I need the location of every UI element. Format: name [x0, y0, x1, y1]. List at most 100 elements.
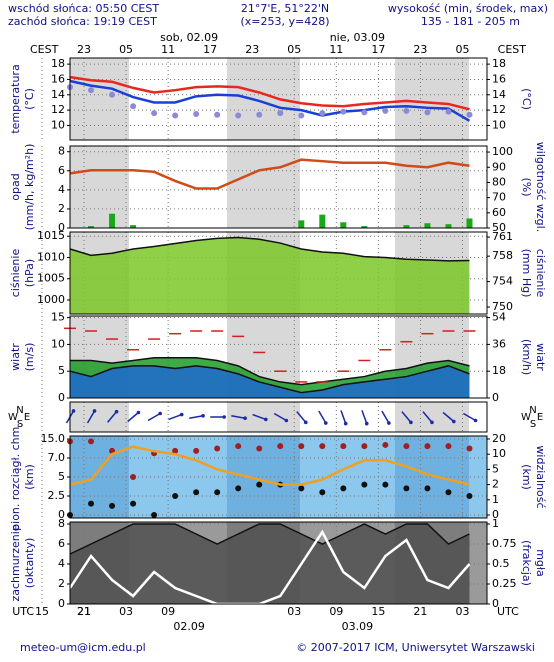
series-dot [235, 443, 242, 450]
y-tick-label: 2 [58, 202, 65, 215]
night-band [70, 402, 129, 432]
y2-tick-label: 750 [492, 300, 513, 313]
sunrise: wschód słońca: 05:50 CEST [8, 2, 159, 15]
axis-label: (m/s) [23, 343, 36, 372]
series-dot [193, 489, 200, 496]
panel-frame [69, 521, 488, 605]
y-tick-label: 16 [51, 72, 65, 85]
series-dot [445, 443, 452, 450]
series-dot [214, 111, 221, 118]
series-dot [319, 443, 326, 450]
series-dot [88, 87, 95, 94]
wind-arrow [401, 411, 412, 423]
night-band [70, 58, 129, 140]
series-dot [235, 112, 242, 119]
y2-tick-label: 36 [492, 337, 506, 350]
series-area [70, 365, 470, 398]
y-tick-label: 0 [58, 597, 65, 610]
series-bar [130, 225, 137, 228]
wind-arrow-head [343, 421, 348, 426]
series-dot [382, 107, 389, 114]
series-dot [403, 443, 410, 450]
wind-arrow-head [158, 411, 162, 416]
night-band [70, 436, 129, 518]
panel-frame [69, 435, 488, 519]
night-band [227, 58, 300, 140]
bottom-tick-label: 09 [161, 605, 175, 618]
sunset: zachód słońca: 19:19 CEST [8, 15, 157, 28]
wind-arrow [252, 413, 267, 421]
axis-label: zachmurzenie [9, 524, 22, 601]
y2-tick-label: 10 [492, 447, 506, 460]
series-line [69, 158, 470, 190]
y2-tick-label: 0 [492, 597, 499, 610]
series-dot [256, 481, 263, 488]
night-band [395, 146, 469, 228]
y2-tick-label: 100 [492, 145, 513, 158]
series-dot [319, 110, 326, 117]
axis-label-right: (%) [520, 177, 533, 196]
series-dot [424, 109, 431, 116]
wind-arrow-head [243, 416, 247, 421]
wind-arrow-head [71, 409, 76, 413]
series-dot [361, 481, 368, 488]
series-dot [193, 110, 200, 117]
zone-bottom-right: UTC [497, 605, 519, 618]
series-bar [445, 224, 452, 228]
panel [41, 57, 490, 141]
top-date: sob, 02.09 [160, 31, 218, 44]
top-tick-label: 23 [413, 43, 427, 56]
y-tick-label: 5 [58, 364, 65, 377]
y2-tick-label: 2 [492, 478, 499, 491]
y-tick-label: 4 [58, 183, 65, 196]
coords: 21°7'E, 51°22'N [241, 2, 329, 15]
panel [41, 315, 490, 399]
wind-arrow-head [452, 419, 456, 424]
zone-top-right: CEST [498, 43, 527, 56]
series-dot [130, 474, 137, 480]
wind-arrow-head [222, 415, 226, 419]
series-dot [235, 485, 242, 492]
series-dot [172, 493, 179, 499]
series-dot [445, 489, 452, 496]
top-tick-label: 05 [455, 43, 469, 56]
y2-tick-label: 18 [492, 57, 506, 70]
series-line [69, 445, 470, 486]
bottom-tick-label: 03 [119, 605, 133, 618]
altitude: 135 - 181 - 205 m [421, 15, 520, 28]
y2-tick-label: 1 [492, 517, 499, 530]
top-tick-label: 23 [77, 43, 91, 56]
grid-point: (x=253, y=428) [240, 15, 329, 28]
series-dot [130, 103, 137, 110]
axis-label: (oktanty) [23, 538, 36, 589]
night-band [395, 436, 469, 518]
wind-arrow [296, 411, 307, 423]
compass-letter: S [17, 419, 23, 430]
series-dot [298, 485, 305, 492]
series-dot [214, 445, 221, 452]
series-dot [340, 443, 347, 450]
axis-label: (°C) [23, 88, 36, 110]
top-tick-label: 05 [119, 43, 133, 56]
series-area [70, 524, 470, 604]
wind-arrow [442, 411, 455, 423]
wind-arrow [189, 415, 204, 419]
wind-arrow [422, 411, 433, 423]
y2-tick-label: 60 [492, 206, 506, 219]
y-tick-label: 7.0 [48, 451, 66, 464]
series-dot [298, 112, 305, 119]
y-tick-label: 10 [51, 118, 65, 131]
series-dot [214, 489, 221, 496]
series-dot [361, 109, 368, 116]
wind-arrow [127, 411, 139, 423]
panel-frame [69, 231, 488, 315]
bottom-tick-label: 03 [455, 605, 469, 618]
series-dot [382, 441, 389, 448]
series-dot [466, 445, 473, 452]
wind-arrow [231, 415, 246, 419]
email[interactable]: meteo-um@icm.edu.pl [20, 641, 146, 654]
panel-frame [69, 145, 488, 229]
axis-label: pion. rozciągł. chm. [9, 423, 22, 531]
top-tick-label: 11 [161, 43, 175, 56]
y-tick-label: 6 [58, 537, 65, 550]
